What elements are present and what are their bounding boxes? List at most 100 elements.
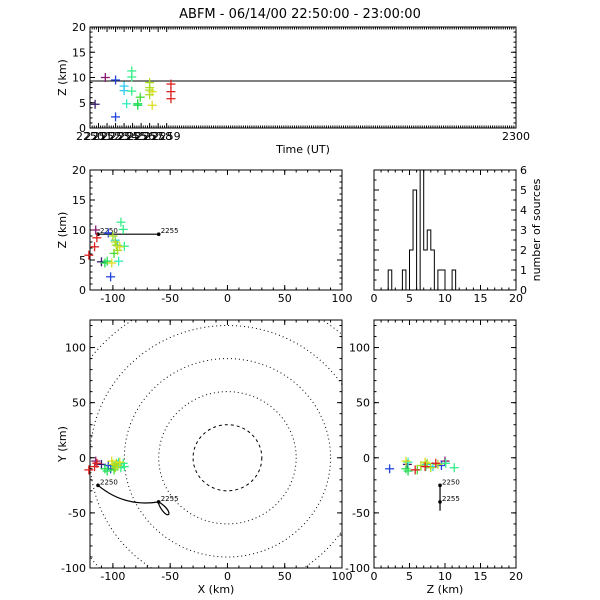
time-height-source: [100, 73, 110, 82]
plot-frame: [373, 319, 517, 569]
time-height-source: [122, 99, 132, 109]
track-point: [156, 500, 161, 504]
x-tick-label: 2254: [110, 130, 138, 143]
x-tick-label: 100: [332, 292, 353, 305]
y-tick-label: 3: [520, 224, 527, 237]
time-height-source: [166, 79, 176, 89]
x-tick-label: 50: [278, 570, 292, 583]
x-tick-label: -50: [161, 292, 179, 305]
x-tick-label: 2300: [502, 130, 530, 143]
y-tick-label: 0: [79, 452, 86, 465]
y-axis-label: number of sources: [530, 178, 543, 281]
y-tick-label: 0: [79, 122, 86, 135]
x-z-source: [90, 242, 100, 252]
range-ring: [123, 358, 332, 558]
x-tick-label: 0: [371, 292, 378, 305]
x-z-source: [103, 228, 113, 238]
y-tick-label: 10: [72, 72, 86, 85]
time-height-source: [127, 86, 137, 96]
track-label: 2255: [442, 495, 460, 503]
track-point: [156, 232, 161, 236]
x-y-source: [91, 456, 101, 466]
histogram-steps: [387, 169, 457, 291]
time-height-source: [147, 87, 157, 97]
z-y-source: [441, 458, 451, 468]
time-height-source: [133, 100, 143, 110]
x-tick-label: 0: [224, 292, 231, 305]
x-z-source: [84, 250, 94, 260]
track-label: 2250: [442, 478, 460, 486]
tick-marks: [89, 169, 343, 291]
x-tick-label: 2259: [153, 130, 181, 143]
y-tick-label: 20: [72, 21, 86, 34]
x-y-source: [115, 457, 125, 467]
x-tick-label: -100: [100, 292, 125, 305]
y-tick-label: 5: [79, 254, 86, 267]
time-height-source: [166, 94, 176, 104]
z-y-source: [403, 466, 413, 476]
y-tick-label: 4: [520, 204, 527, 217]
x-y-source: [90, 462, 100, 472]
y-tick-label: 0: [520, 284, 527, 297]
x-tick-label: 0: [371, 570, 378, 583]
x-tick-label: 2257: [136, 130, 164, 143]
range-ring: [90, 320, 342, 568]
y-tick-label: 6: [520, 164, 527, 177]
y-tick-label: 1: [520, 264, 527, 277]
y-tick-label: -50: [68, 507, 86, 520]
time-height-source: [111, 75, 121, 85]
z-y-panel: 0 5 10 15 20 -100 -50 0 50 100 Z (km) 2250 2255: [345, 319, 523, 596]
x-z-source: [114, 256, 124, 266]
range-rings: [90, 320, 342, 568]
x-z-source: [91, 225, 101, 235]
x-z-source: [108, 231, 118, 241]
track-label: 2255: [161, 495, 179, 503]
time-height-source: [135, 92, 145, 102]
tick-marks: [89, 26, 517, 129]
x-z-source: [116, 217, 126, 227]
y-tick-label: 50: [72, 397, 86, 410]
x-tick-label: 2258: [144, 130, 172, 143]
z-y-source: [385, 464, 395, 474]
x-tick-label: -50: [161, 570, 179, 583]
z-y-source: [449, 463, 459, 473]
time-height-source: [111, 112, 121, 122]
x-tick-label: 10: [438, 570, 452, 583]
time-height-source: [147, 100, 157, 110]
z-y-source: [420, 462, 430, 472]
y-axis-label: Z (km): [56, 59, 69, 96]
y-tick-label: 100: [349, 342, 370, 355]
storm-track-xy: [97, 484, 170, 516]
x-tick-label: 50: [278, 292, 292, 305]
y-tick-label: -100: [61, 562, 86, 575]
x-axis-label: Z (km): [427, 583, 464, 596]
z-y-source: [403, 457, 413, 467]
y-axis-label: Z (km): [56, 212, 69, 249]
y-tick-label: 0: [79, 284, 86, 297]
x-tick-label: 2255: [119, 130, 147, 143]
x-axis-label: Time (UT): [275, 143, 330, 156]
x-y-source: [107, 456, 117, 466]
x-tick-label: 2253: [102, 130, 130, 143]
y-tick-label: 15: [72, 194, 86, 207]
x-tick-label: 15: [474, 292, 488, 305]
tick-marks: [89, 320, 343, 569]
track-label: 2250: [100, 478, 118, 486]
x-tick-label: 10: [438, 292, 452, 305]
range-ring: [158, 391, 297, 525]
y-tick-label: 10: [72, 224, 86, 237]
time-height-source: [90, 99, 100, 109]
x-z-source: [106, 272, 116, 282]
track-point: [96, 483, 100, 488]
chart-title: ABFM - 06/14/00 22:50:00 - 23:00:00: [179, 7, 421, 22]
track-label: 2255: [161, 227, 179, 235]
y-tick-label: 5: [79, 97, 86, 110]
x-tick-label: 5: [406, 570, 413, 583]
x-z-source: [92, 233, 102, 243]
range-ring: [90, 325, 342, 568]
x-tick-label: 20: [509, 570, 523, 583]
range-ring: [192, 424, 263, 492]
track-point: [438, 500, 442, 504]
